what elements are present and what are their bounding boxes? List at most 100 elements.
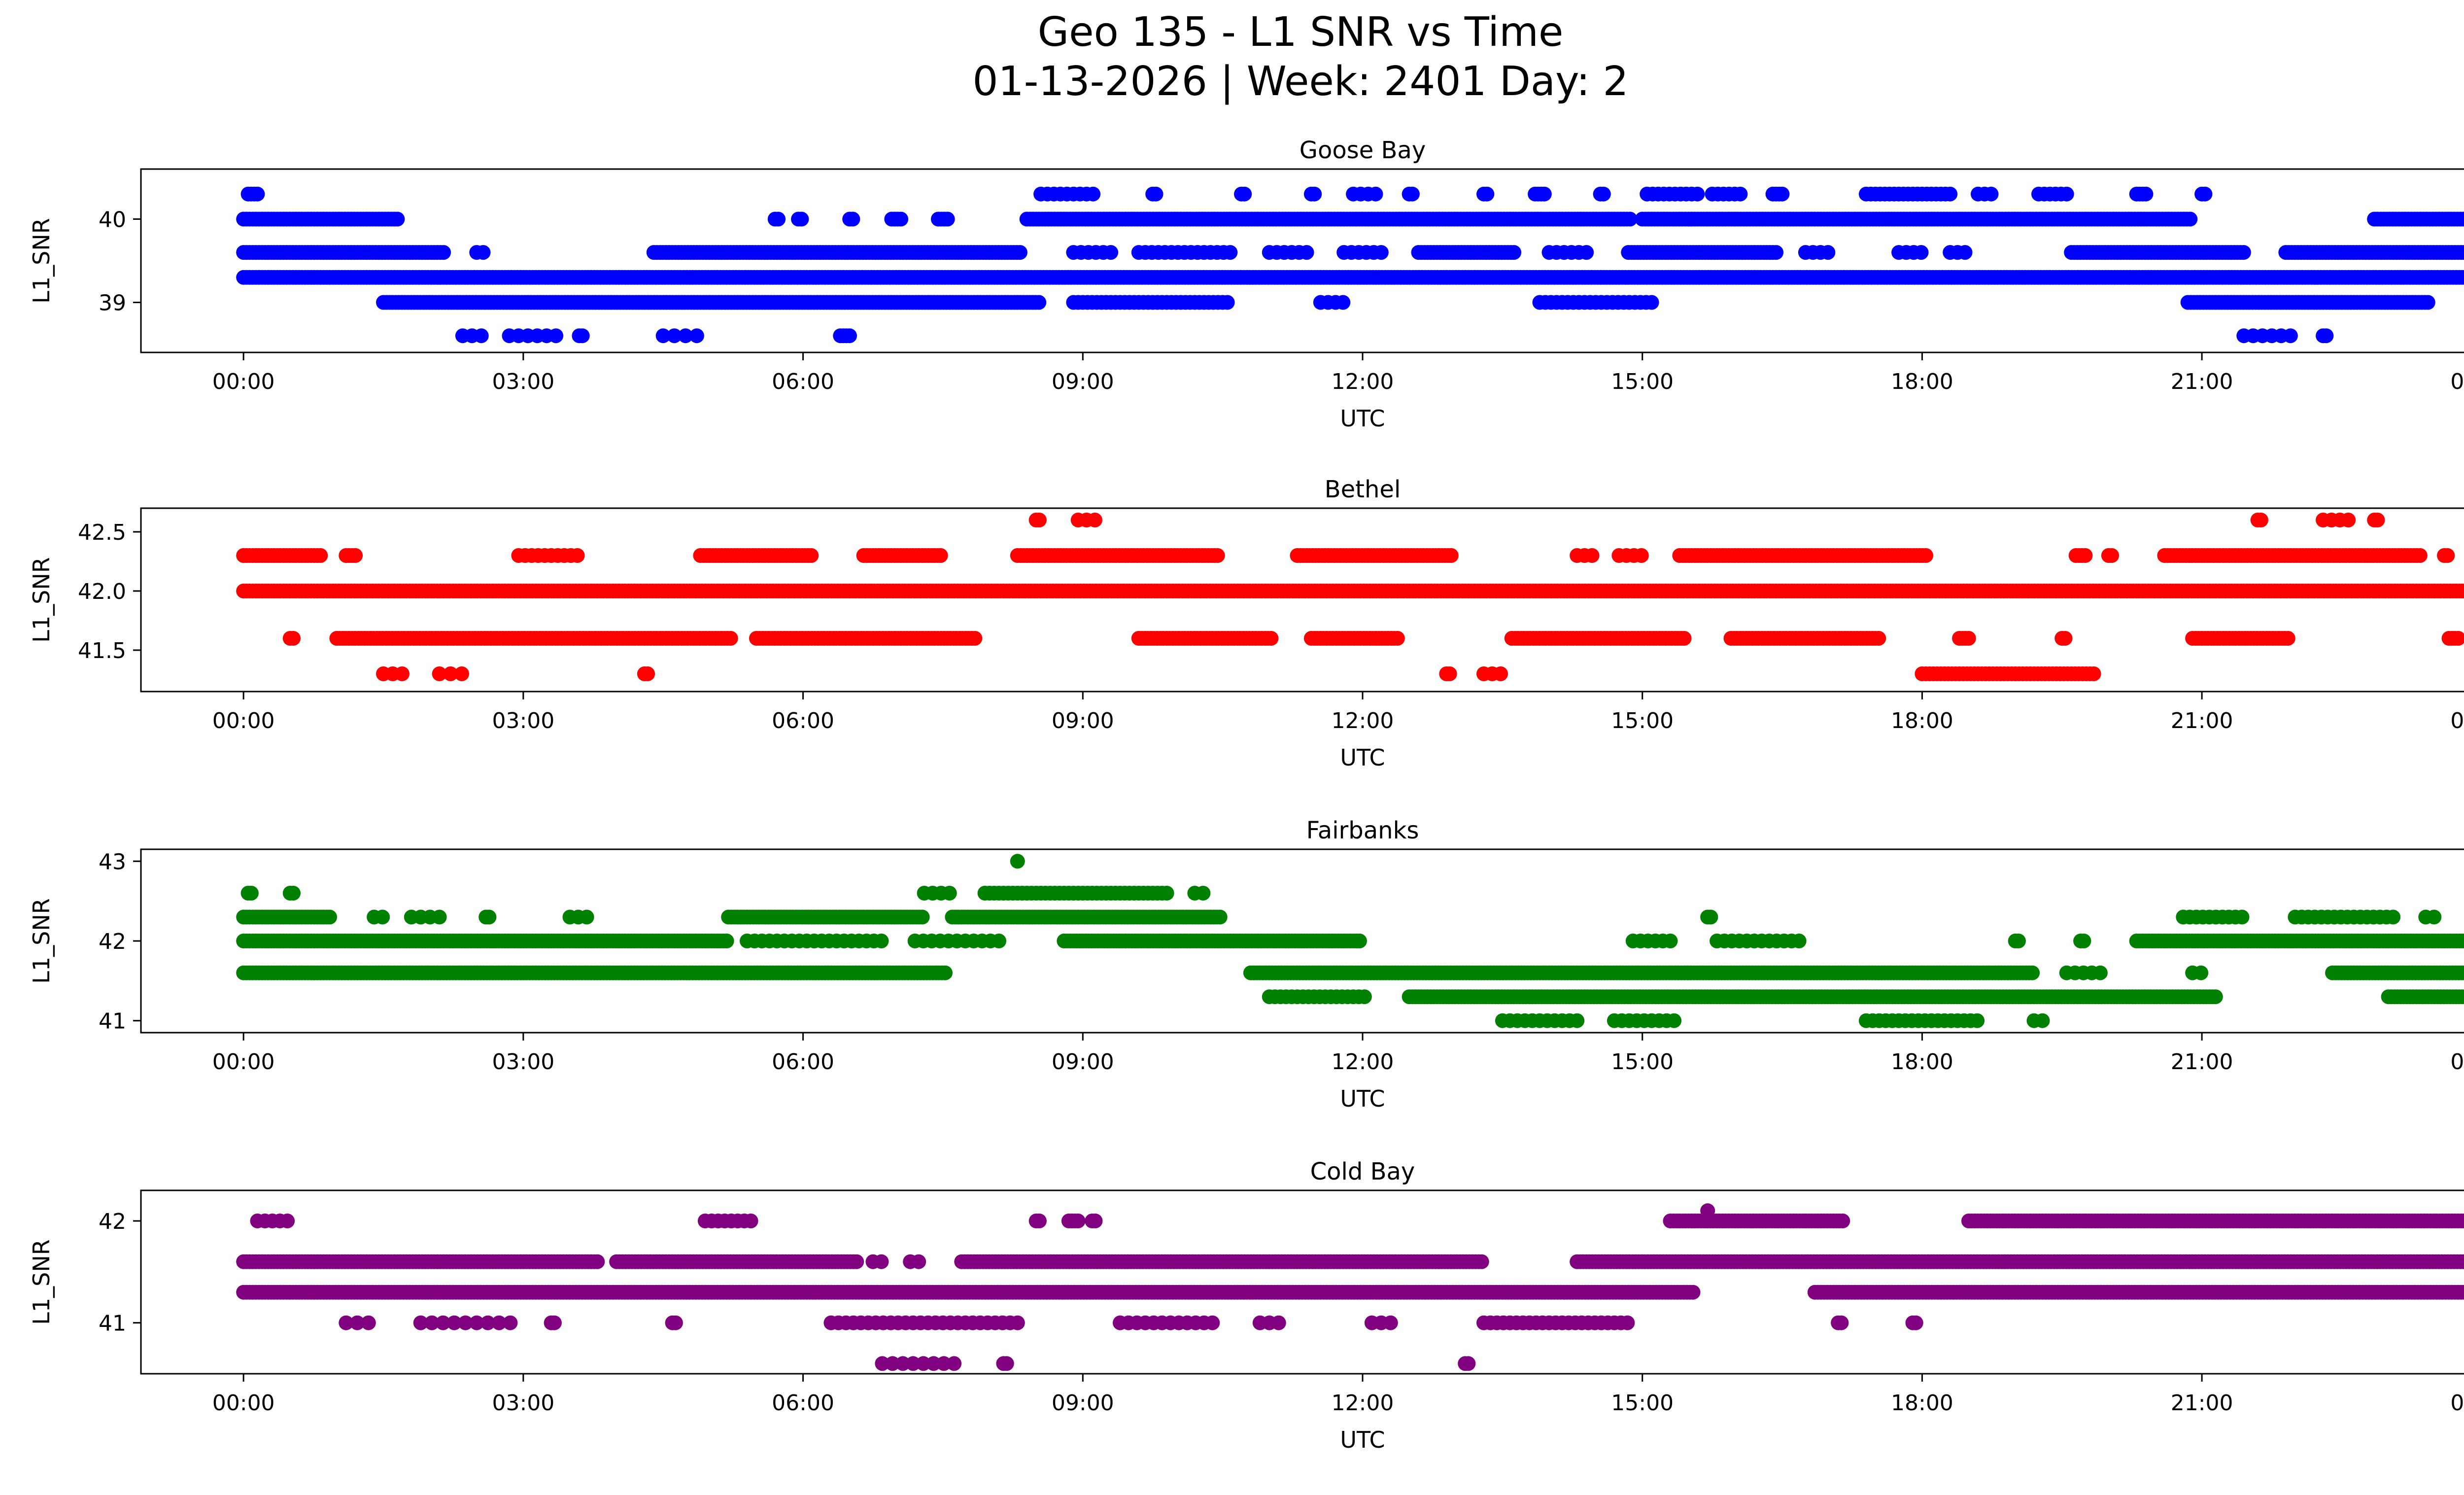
axes-box — [140, 168, 2464, 353]
scatter-point — [1703, 909, 1718, 925]
scatter-point — [1506, 245, 1522, 260]
x-tick-label: 00:00 — [212, 369, 275, 394]
scatter-point — [2183, 211, 2198, 227]
y-axis-label: L1_SNR — [28, 218, 55, 303]
scatter-point — [476, 245, 491, 260]
scatter-point — [1957, 245, 1973, 260]
scatter-point — [474, 328, 489, 344]
scatter-point — [2076, 934, 2091, 948]
scatter-point — [915, 909, 930, 925]
scatter-point — [2420, 295, 2435, 310]
x-tick-label: 00:00 — [2450, 708, 2464, 733]
scatter-point — [1390, 631, 1405, 646]
scatter-point — [1918, 548, 1933, 563]
x-tick-label: 18:00 — [1891, 708, 1953, 733]
x-tick-label: 12:00 — [1332, 369, 1394, 394]
scatter-point — [1984, 186, 1999, 202]
scatter-point — [2386, 909, 2401, 925]
scatter-point — [1264, 631, 1279, 646]
scatter-point — [1579, 245, 1594, 260]
scatter-point — [348, 548, 363, 563]
scatter-point — [1103, 245, 1119, 260]
scatter-point — [1010, 854, 1025, 869]
y-axis-label: L1_SNR — [28, 557, 55, 642]
x-tick-label: 15:00 — [1611, 708, 1674, 733]
subplot-title: Bethel — [1325, 476, 1401, 503]
scatter-point — [1644, 295, 1659, 310]
x-tick-label: 06:00 — [772, 369, 834, 394]
scatter-point — [842, 328, 857, 344]
x-tick-label: 00:00 — [2450, 369, 2464, 394]
scatter-point — [2253, 513, 2268, 527]
scatter-point — [2193, 965, 2209, 980]
scatter-point — [2459, 212, 2464, 226]
scatter-point — [575, 328, 590, 344]
scatter-point — [1299, 245, 1314, 260]
scatter-point — [2427, 909, 2442, 925]
scatter-point — [938, 965, 953, 980]
scatter-point — [794, 211, 809, 227]
x-axis-label: UTC — [1340, 744, 1385, 771]
scatter-point — [893, 211, 909, 227]
scatter-point — [436, 245, 451, 260]
scatter-point — [2280, 631, 2295, 646]
scatter-point — [394, 666, 410, 681]
scatter-point — [2462, 214, 2464, 224]
x-axis-label: UTC — [1340, 405, 1385, 432]
scatter-point — [1031, 295, 1047, 310]
x-tick-label: 09:00 — [1052, 369, 1114, 394]
scatter-point — [570, 548, 585, 563]
subplot-title: Goose Bay — [1300, 137, 1426, 164]
x-tick-label: 12:00 — [1332, 708, 1394, 733]
scatter-point — [243, 886, 259, 901]
scatter-point — [2086, 666, 2101, 681]
scatter-point — [2092, 965, 2108, 980]
scatter-point — [1031, 513, 1047, 527]
scatter-point — [1443, 548, 1459, 563]
scatter-point — [454, 666, 469, 681]
scatter-point — [1148, 186, 1164, 202]
scatter-point — [1663, 934, 1678, 948]
scatter-point — [845, 211, 860, 227]
scatter-point — [1442, 666, 1457, 681]
scatter-point — [1493, 666, 1508, 681]
scatter-point — [1307, 186, 1322, 202]
scatter-point — [548, 328, 564, 344]
scatter-point — [2341, 513, 2356, 527]
scatter-point — [723, 631, 738, 646]
scatter-point — [1634, 548, 1649, 563]
scatter-point — [2059, 186, 2074, 202]
scatter-point — [1159, 886, 1174, 901]
scatter-point — [1733, 186, 1748, 202]
scatter-point — [1537, 186, 1552, 202]
scatter-point — [1237, 186, 1252, 202]
scatter-point — [2104, 548, 2120, 563]
scatter-point — [1223, 245, 1238, 260]
scatter-point — [1820, 245, 1836, 260]
scatter-point — [1086, 186, 1101, 202]
scatter-point — [1914, 245, 1929, 260]
scatter-point — [286, 631, 301, 646]
scatter-point — [1871, 631, 1886, 646]
y-tick-label: 41.5 — [78, 638, 126, 663]
scatter-point — [874, 934, 889, 948]
scatter-point — [1373, 245, 1389, 260]
scatter-point — [1404, 186, 1420, 202]
x-tick-label: 15:00 — [1611, 369, 1674, 394]
scatter-point — [804, 548, 819, 563]
scatter-point — [579, 909, 594, 925]
scatter-point — [1479, 186, 1495, 202]
scatter-point — [2078, 548, 2093, 563]
scatter-point — [1775, 186, 1790, 202]
scatter-point — [1012, 245, 1027, 260]
scatter-point — [2197, 186, 2213, 202]
figure-subtitle: 01-13-2026 | Week: 2401 Day: 2 — [972, 58, 1629, 105]
x-tick-label: 03:00 — [492, 708, 554, 733]
scatter-point — [313, 548, 328, 563]
scatter-point — [2283, 328, 2298, 344]
